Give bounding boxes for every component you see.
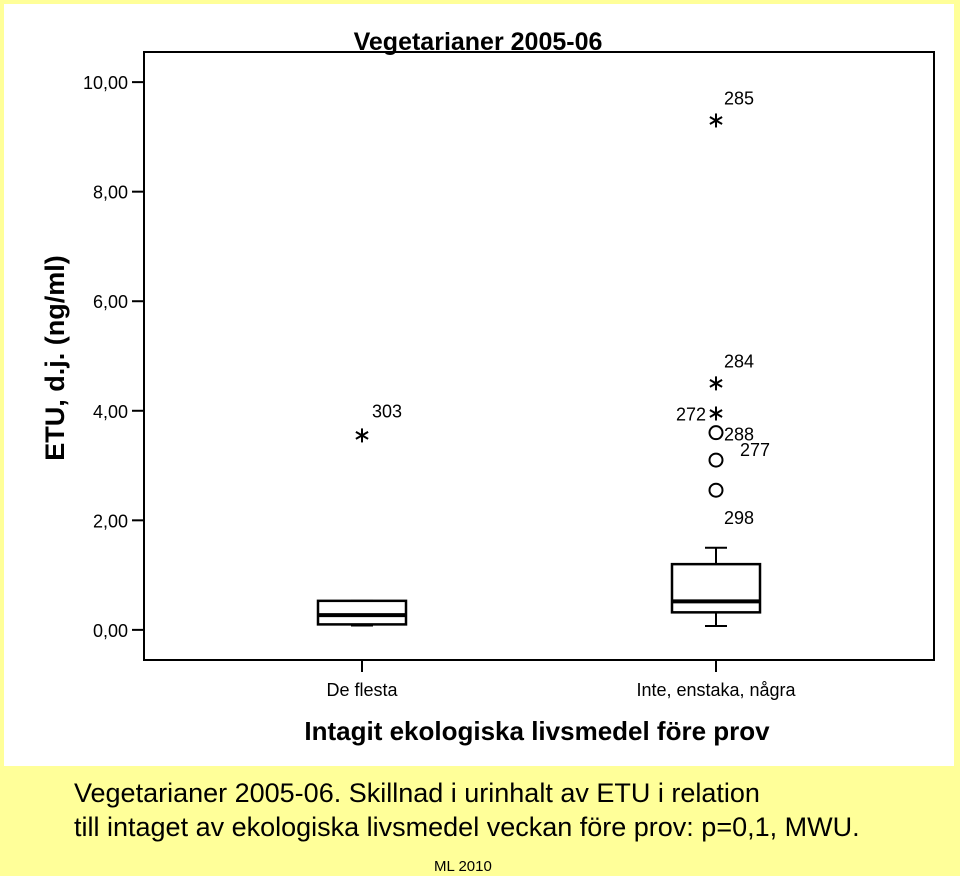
asterisk-stroke [355, 431, 369, 440]
x-tick-label: Inte, enstaka, några [636, 680, 796, 700]
y-tick-label: 4,00 [93, 402, 128, 422]
box-iqr [670, 562, 762, 614]
asterisk-stroke [709, 409, 723, 418]
point-label: 277 [740, 440, 770, 460]
plot-layer: 0,00 2,00 4,00 6,00 8,00 10,00 De flesta Inte, … [83, 51, 935, 700]
y-tick-label: 10,00 [83, 73, 128, 93]
point-label: 288 [724, 425, 754, 445]
chart-panel: Vegetarianer 2005-06 ETU, d.j. (ng/ml) I… [4, 4, 954, 766]
extreme-point [355, 428, 369, 443]
y-tick-label: 6,00 [93, 292, 128, 312]
box-iqr [316, 599, 408, 626]
point-label: 303 [372, 401, 402, 421]
caption-line-2: till intaget av ekologiska livsmedel vec… [74, 812, 860, 842]
asterisk-stroke [709, 116, 723, 125]
extreme-point [709, 376, 723, 391]
y-axis-label: ETU, d.j. (ng/ml) [40, 255, 70, 460]
outlier-point [708, 482, 724, 498]
point-label: 298 [724, 508, 754, 528]
boxplot-chart: Vegetarianer 2005-06 ETU, d.j. (ng/ml) I… [40, 28, 935, 746]
plot-frame [143, 51, 935, 661]
extreme-point [709, 113, 723, 128]
x-axis-label: Intagit ekologiska livsmedel före prov [304, 716, 770, 746]
y-tick-label: 8,00 [93, 183, 128, 203]
outlier-point [708, 452, 724, 468]
x-tick-label: De flesta [326, 680, 398, 700]
y-tick-label: 0,00 [93, 621, 128, 641]
y-tick-label: 2,00 [93, 511, 128, 531]
point-label: 284 [724, 351, 754, 371]
outlier-point [708, 425, 724, 441]
point-label: 272 [676, 405, 706, 425]
asterisk-stroke [709, 379, 723, 388]
point-label: 285 [724, 88, 754, 108]
credit-label: ML 2010 [434, 858, 492, 875]
extreme-point [709, 406, 723, 421]
caption-line-1: Vegetarianer 2005-06. Skillnad i urinhal… [74, 778, 760, 808]
